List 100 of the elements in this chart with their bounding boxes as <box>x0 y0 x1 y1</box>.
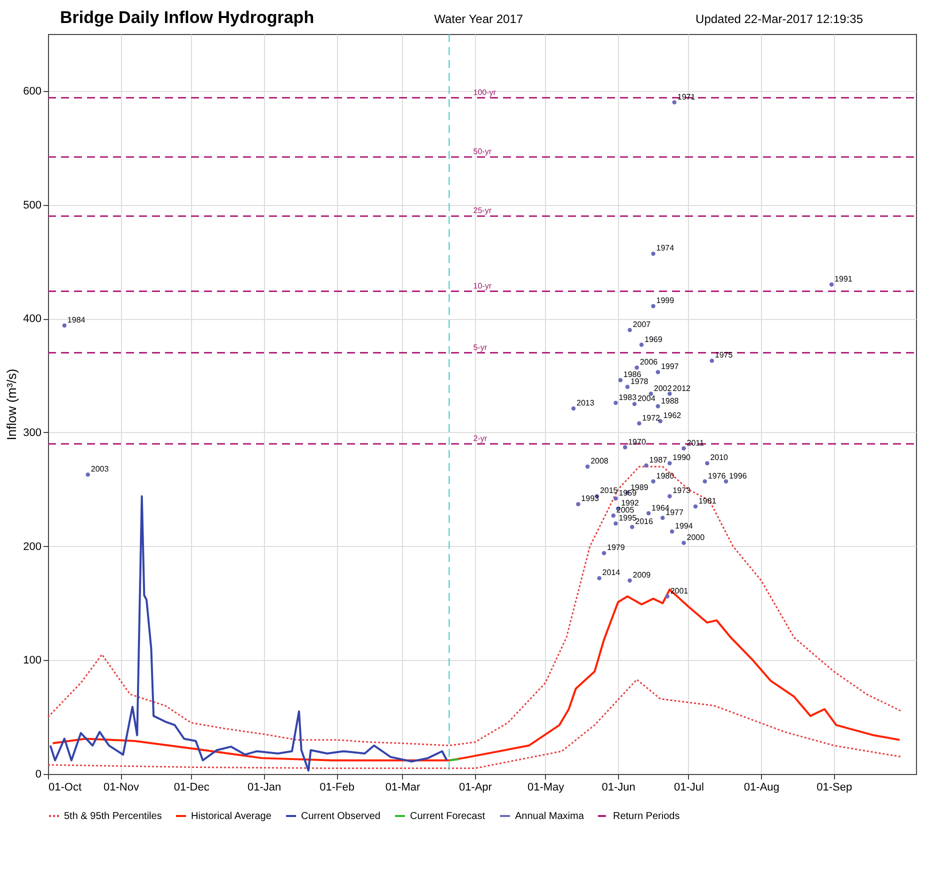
annotation: 1978 <box>630 376 649 386</box>
point <box>651 252 656 256</box>
point <box>611 513 616 518</box>
point <box>618 378 623 382</box>
annotation: 2004 <box>637 394 656 403</box>
x-tick-label: 01-Feb <box>320 782 354 794</box>
x-tick-label: 01-Nov <box>103 782 140 794</box>
chart-title: Bridge Daily Inflow Hydrograph <box>60 8 314 28</box>
annotation: 2012 <box>672 384 692 393</box>
legend-label: Current Forecast <box>410 811 486 822</box>
point <box>614 400 618 405</box>
point <box>710 358 714 363</box>
annotation: 1999 <box>656 296 675 306</box>
x-tick-label: 01-Jan <box>248 782 282 794</box>
annotation: 2001 <box>670 586 689 596</box>
point <box>693 504 698 509</box>
point <box>651 479 656 484</box>
point <box>62 323 67 328</box>
annotation: 1975 <box>714 350 734 360</box>
y-tick-label: 600 <box>23 85 42 98</box>
point <box>656 370 660 374</box>
annotation: 1972 <box>642 413 661 422</box>
x-tick-label: 01-Oct <box>48 782 82 794</box>
annotation: 50-yr <box>473 146 492 156</box>
x-tick-label: 01-Jun <box>602 782 636 794</box>
annotation: 1996 <box>728 471 748 480</box>
annotation: 1971 <box>677 92 696 102</box>
legend-label: Annual Maxima <box>515 811 584 822</box>
legend-label: Current Observed <box>301 811 380 822</box>
point <box>602 551 606 556</box>
annotation: 1973 <box>672 486 692 496</box>
x-tick-label: 01-Aug <box>744 782 780 794</box>
y-tick-label: 300 <box>23 426 42 439</box>
annotation: 2005 <box>616 506 635 515</box>
point <box>637 421 642 426</box>
annotation: 1994 <box>675 522 694 531</box>
annotation: 2008 <box>590 456 609 466</box>
annotation: 2010 <box>710 453 729 462</box>
point <box>614 521 618 526</box>
line-series <box>47 466 903 746</box>
point <box>651 304 656 308</box>
point <box>646 511 651 516</box>
annotation: 2006 <box>640 358 658 367</box>
y-tick-label: 200 <box>23 540 42 553</box>
annotation: 2014 <box>602 568 621 578</box>
text: Updated 22-Mar-2017 12:19:35 <box>696 12 863 26</box>
point <box>632 402 637 406</box>
annotation: 1979 <box>606 543 626 552</box>
annotation: 2000 <box>686 532 706 542</box>
point <box>668 392 672 396</box>
point <box>660 516 665 520</box>
annotation: 1993 <box>581 494 600 504</box>
point <box>702 479 707 484</box>
point <box>614 496 618 501</box>
annotation: 1981 <box>698 496 717 506</box>
point <box>639 342 644 347</box>
point <box>630 524 634 530</box>
annotation: 2-yr <box>473 434 488 443</box>
annotation: 1995 <box>618 514 638 523</box>
annotation: 1984 <box>67 315 86 324</box>
legend-label: Return Periods <box>613 811 680 822</box>
annotation: 2013 <box>576 398 595 408</box>
point <box>665 594 670 599</box>
point <box>668 461 672 466</box>
line-series <box>49 495 448 772</box>
legend-label: 5th & 95th Percentiles <box>64 811 162 822</box>
annotation: 1992 <box>621 498 640 508</box>
y-tick-label: 100 <box>23 654 42 667</box>
line-series <box>47 678 903 770</box>
x-tick-label: 01-Sep <box>816 782 852 794</box>
point <box>571 406 576 411</box>
point <box>597 576 602 580</box>
annotation: 1987 <box>649 455 668 464</box>
point <box>668 494 672 498</box>
annotation: 1986 <box>623 370 642 380</box>
annotation: 2009 <box>632 570 652 580</box>
annotation: 1980 <box>656 471 675 480</box>
point <box>724 479 728 484</box>
y-tick-label: 500 <box>23 199 42 212</box>
x-tick-label: 01-Apr <box>458 782 492 794</box>
annotation: 1997 <box>660 362 680 372</box>
point <box>672 100 676 104</box>
annotation: 1990 <box>672 453 692 462</box>
legend-label: Historical Average <box>191 811 272 822</box>
annotation: 2002 <box>654 384 672 393</box>
point <box>644 463 648 468</box>
point <box>682 540 686 546</box>
annotation: 5-yr <box>473 342 488 352</box>
annotation: 1962 <box>663 411 682 420</box>
annotation: 1983 <box>618 392 638 402</box>
x-tick-label: 01-Dec <box>174 782 210 794</box>
annotation: 2003 <box>90 464 110 474</box>
annotation: 1970 <box>628 437 646 446</box>
point <box>628 328 632 332</box>
y-tick-label: 400 <box>23 313 42 326</box>
point <box>656 404 660 408</box>
point <box>628 578 632 583</box>
point <box>670 529 674 534</box>
point <box>576 502 580 506</box>
annotation: 2007 <box>632 320 652 329</box>
